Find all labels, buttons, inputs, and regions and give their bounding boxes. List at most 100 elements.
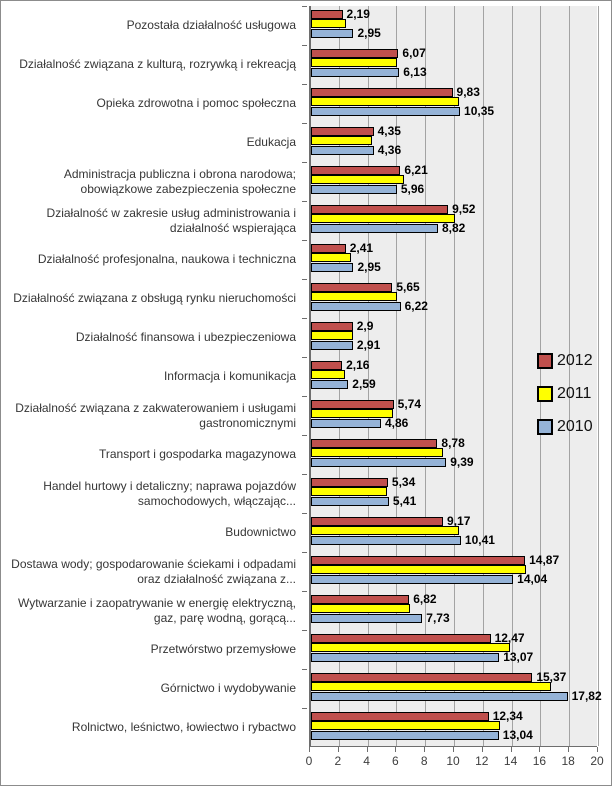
bar-2012 xyxy=(311,711,489,721)
gridline xyxy=(396,6,398,746)
y-axis-tick xyxy=(302,45,307,46)
bar-2012 xyxy=(311,87,453,97)
bar-2010 xyxy=(311,496,389,506)
category-label: Opieka zdrowotna i pomoc społeczna xyxy=(96,96,296,111)
data-label-2010: 4,36 xyxy=(377,143,402,157)
data-label-2010: 9,39 xyxy=(450,455,474,469)
x-axis-tick xyxy=(510,747,512,752)
x-tick-label: 20 xyxy=(590,754,604,768)
legend: 2012 2011 2010 xyxy=(537,353,593,435)
bar-2011 xyxy=(311,604,410,613)
data-label-2010: 2,95 xyxy=(357,26,381,40)
bar-2010 xyxy=(311,28,354,38)
bar-2011 xyxy=(311,292,398,301)
x-tick-label: 12 xyxy=(475,754,489,768)
bar-2011 xyxy=(311,58,398,67)
bar-2010 xyxy=(311,301,401,311)
data-label-2010: 4,86 xyxy=(384,416,409,430)
category-label: Edukacja xyxy=(246,135,296,150)
x-axis-tick xyxy=(481,747,483,752)
data-label-2010: 6,13 xyxy=(403,65,427,79)
gridline xyxy=(598,6,599,746)
data-label-2012: 2,16 xyxy=(346,358,370,372)
bar-2011 xyxy=(311,409,394,418)
bar-2010 xyxy=(311,184,397,194)
legend-swatch-2012 xyxy=(537,353,553,369)
x-tick-label: 2 xyxy=(334,754,342,768)
x-tick-label: 18 xyxy=(561,754,575,768)
bar-2010 xyxy=(311,67,400,77)
x-axis-tick xyxy=(453,747,454,752)
bar-2010 xyxy=(311,730,499,740)
bar-2011 xyxy=(311,643,511,652)
x-axis-tick xyxy=(597,747,598,752)
data-label-2010: 14,04 xyxy=(517,572,548,586)
gridline xyxy=(540,6,542,746)
bar-2011 xyxy=(311,487,388,496)
bar-2012 xyxy=(311,399,394,409)
bar-2012 xyxy=(311,165,401,175)
x-axis-tick xyxy=(366,747,368,752)
bar-2010 xyxy=(311,340,353,350)
y-axis-tick xyxy=(302,591,307,592)
gridline xyxy=(425,6,427,746)
x-tick-label: 0 xyxy=(305,754,313,768)
bar-2010 xyxy=(311,691,568,701)
gridline xyxy=(367,6,369,746)
category-label: Działalność związana z kulturą, rozrywką… xyxy=(19,57,296,72)
category-label: Handel hurtowy i detaliczny; naprawa poj… xyxy=(43,478,296,508)
data-label-2010: 6,22 xyxy=(404,299,428,313)
bar-2012 xyxy=(311,672,533,682)
y-axis-tick xyxy=(302,669,307,670)
bar-2011 xyxy=(311,253,352,262)
data-label-2010: 13,04 xyxy=(502,728,533,742)
y-axis-tick xyxy=(302,240,307,241)
legend-label: 2012 xyxy=(557,352,593,369)
data-label-2012: 2,41 xyxy=(349,241,374,255)
bar-2012 xyxy=(311,516,444,526)
category-label: Przetwórstwo przemysłowe xyxy=(150,642,296,657)
gridline xyxy=(511,6,513,746)
legend-item-2011: 2011 xyxy=(537,386,593,402)
bar-2012 xyxy=(311,48,399,58)
bar-2010 xyxy=(311,223,438,233)
y-axis-tick xyxy=(302,474,307,475)
y-axis-tick xyxy=(302,708,307,709)
y-axis-tick xyxy=(302,552,307,553)
bar-2010 xyxy=(311,418,381,428)
data-label-2012: 5,74 xyxy=(397,397,421,411)
bar-2012 xyxy=(311,126,374,136)
bar-2012 xyxy=(311,243,346,253)
x-tick-label: 16 xyxy=(532,754,547,768)
data-label-2010: 17,82 xyxy=(571,689,602,703)
x-axis-tick xyxy=(539,747,541,752)
bar-2012 xyxy=(311,555,526,565)
data-label-2010: 2,91 xyxy=(356,338,381,352)
data-label-2012: 12,47 xyxy=(494,631,525,645)
data-label-2012: 15,37 xyxy=(536,670,567,684)
bar-2011 xyxy=(311,214,455,223)
gridline xyxy=(482,6,484,746)
bar-2010 xyxy=(311,106,461,116)
category-label: Górnictwo i wydobywanie xyxy=(160,681,296,696)
data-label-2010: 2,95 xyxy=(357,260,381,274)
plot-area: 2,19 6,07 9,83 4,35 6,21 9,52 2,41 5,65 2,9 2,16 5… xyxy=(309,6,602,747)
category-label: Działalność związana z zakwaterowaniem i… xyxy=(15,400,296,430)
y-axis-tick xyxy=(302,123,307,124)
category-label: Działalność profesjonalna, naukowa i tec… xyxy=(37,252,296,267)
x-tick-label: 10 xyxy=(446,754,460,768)
bar-2012 xyxy=(311,360,343,370)
bar-2011 xyxy=(311,19,347,28)
y-axis-tick xyxy=(302,318,307,319)
data-label-2012: 4,35 xyxy=(377,124,401,138)
bar-2011 xyxy=(311,175,404,184)
category-label: Rolnictwo, leśnictwo, łowiectwo i rybact… xyxy=(71,720,296,735)
bar-2012 xyxy=(311,594,410,604)
bar-2012 xyxy=(311,204,449,214)
y-axis-tick xyxy=(302,513,307,514)
bar-2011 xyxy=(311,448,444,457)
bar-2011 xyxy=(311,526,460,535)
data-label-2012: 6,82 xyxy=(413,592,437,606)
data-label-2010: 2,59 xyxy=(352,377,376,391)
data-label-2010: 13,07 xyxy=(503,650,534,664)
